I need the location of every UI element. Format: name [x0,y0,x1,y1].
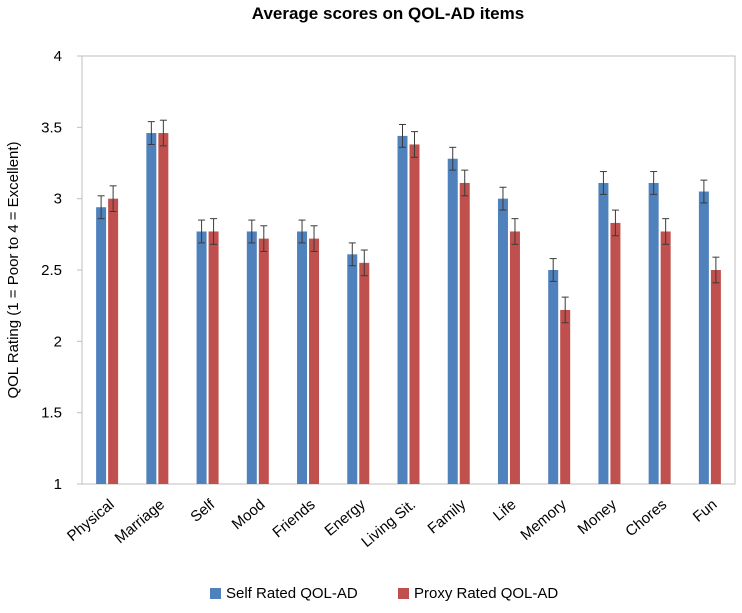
y-tick-label: 2 [54,333,62,350]
legend: Self Rated QOL-AD Proxy Rated QOL-AD [210,585,558,602]
bar-self [96,207,107,484]
bar-proxy [208,231,219,484]
y-tick-label: 3.5 [41,119,62,136]
bar-proxy [660,231,671,484]
y-tick-label: 3 [54,191,62,208]
bar-proxy [309,238,320,484]
y-tick-label: 1 [54,476,62,493]
legend-swatch [210,588,221,599]
bar-proxy [610,222,621,485]
legend-swatch [398,588,409,599]
bar-self [698,191,709,485]
x-tick-label: Energy [322,496,370,540]
legend-label: Proxy Rated QOL-AD [414,585,558,602]
legend-label: Self Rated QOL-AD [226,585,358,602]
bar-proxy [710,270,721,484]
bar-self [246,231,257,484]
bar-self [196,231,207,484]
bar-self [598,182,609,484]
x-tick-label: Mood [229,496,269,533]
bar-self [548,270,559,484]
x-tick-label: Family [425,496,470,538]
bar-proxy [158,133,169,485]
y-tick-label: 4 [54,48,62,65]
x-tick-label: Life [490,496,519,525]
x-tick-label: Physical [64,496,118,545]
bar-proxy [459,182,470,484]
x-tick-label: Money [575,496,621,538]
x-tick-label: Living Sit. [358,496,419,551]
bar-self [648,182,659,484]
bar-self [146,133,157,485]
x-tick-label: Friends [269,496,318,541]
bar-proxy [258,238,269,484]
x-tick-label: Chores [622,496,670,540]
bar-self [497,198,508,484]
x-tick-label: Marriage [112,496,168,547]
chart-title: Average scores on QOL-AD items [252,4,524,23]
bar-proxy [560,309,571,484]
bar-proxy [359,262,370,484]
y-tick-label: 2.5 [41,262,62,279]
x-tick-label: Self [187,496,218,526]
y-axis-label: QOL Rating (1 = Poor to 4 = Excellent) [5,141,22,398]
bar-self [297,231,308,484]
bar-proxy [409,144,420,484]
bar-self [447,158,458,484]
bar-proxy [108,198,119,484]
x-tick-label: Memory [517,496,570,544]
bar-self [397,135,408,485]
bar-proxy [509,231,520,484]
bar-self [347,254,358,484]
y-tick-label: 1.5 [41,405,62,422]
plot-border [81,55,736,485]
x-tick-label: Fun [690,496,721,526]
